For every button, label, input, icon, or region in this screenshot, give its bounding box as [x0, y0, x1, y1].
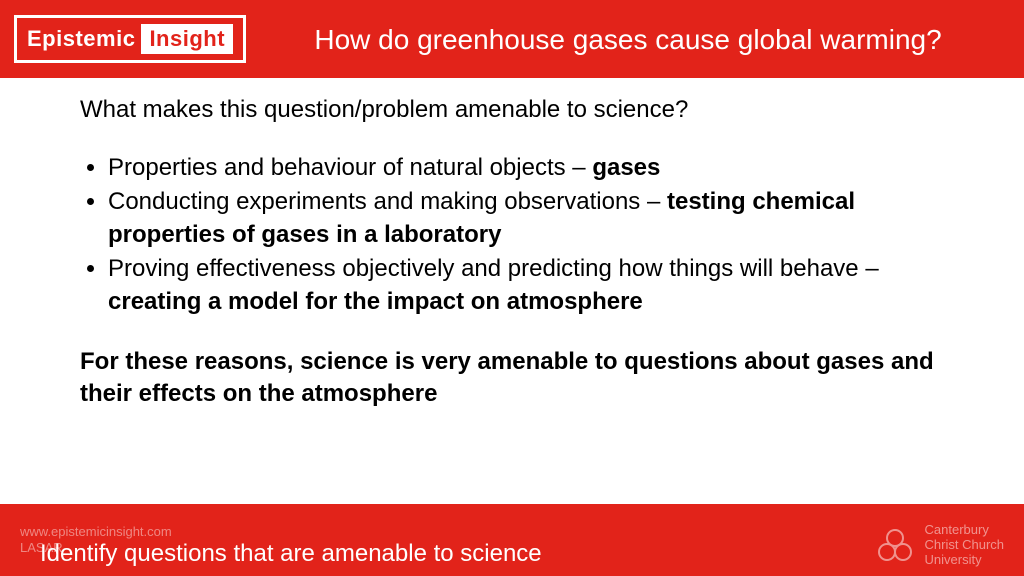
canterbury-logo: Canterbury Christ Church University: [875, 523, 1004, 568]
slide-title: How do greenhouse gases cause global war…: [246, 22, 1010, 57]
footer-main-text: Identify questions that are amenable to …: [40, 540, 542, 568]
bullet-plain: Proving effectiveness objectively and pr…: [108, 255, 879, 282]
logo-word-insight: Insight: [141, 24, 233, 54]
canterbury-text: Canterbury Christ Church University: [925, 523, 1004, 568]
intro-question: What makes this question/problem amenabl…: [80, 96, 944, 124]
header-bar: Epistemic Insight How do greenhouse gase…: [0, 0, 1024, 78]
bullet-plain: Properties and behaviour of natural obje…: [108, 154, 592, 181]
footer-url: www.epistemicinsight.com: [20, 524, 172, 540]
slide-content: What makes this question/problem amenabl…: [0, 78, 1024, 411]
bullet-item: Properties and behaviour of natural obje…: [108, 152, 944, 184]
bullet-item: Proving effectiveness objectively and pr…: [108, 253, 944, 318]
canterbury-line: Canterbury: [925, 523, 1004, 538]
bullet-list: Properties and behaviour of natural obje…: [80, 152, 944, 318]
logo: Epistemic Insight: [14, 15, 246, 63]
bullet-item: Conducting experiments and making observ…: [108, 186, 944, 251]
canterbury-line: Christ Church: [925, 538, 1004, 553]
bullet-bold: creating a model for the impact on atmos…: [108, 288, 643, 315]
bullet-bold: gases: [592, 154, 660, 181]
logo-word-epistemic: Epistemic: [27, 26, 135, 52]
canterbury-line: University: [925, 553, 1004, 568]
bullet-plain: Conducting experiments and making observ…: [108, 188, 667, 215]
conclusion-text: For these reasons, science is very amena…: [80, 346, 944, 411]
trefoil-icon: [875, 526, 915, 566]
footer-bar: www.epistemicinsight.com LASAR Identify …: [0, 504, 1024, 576]
